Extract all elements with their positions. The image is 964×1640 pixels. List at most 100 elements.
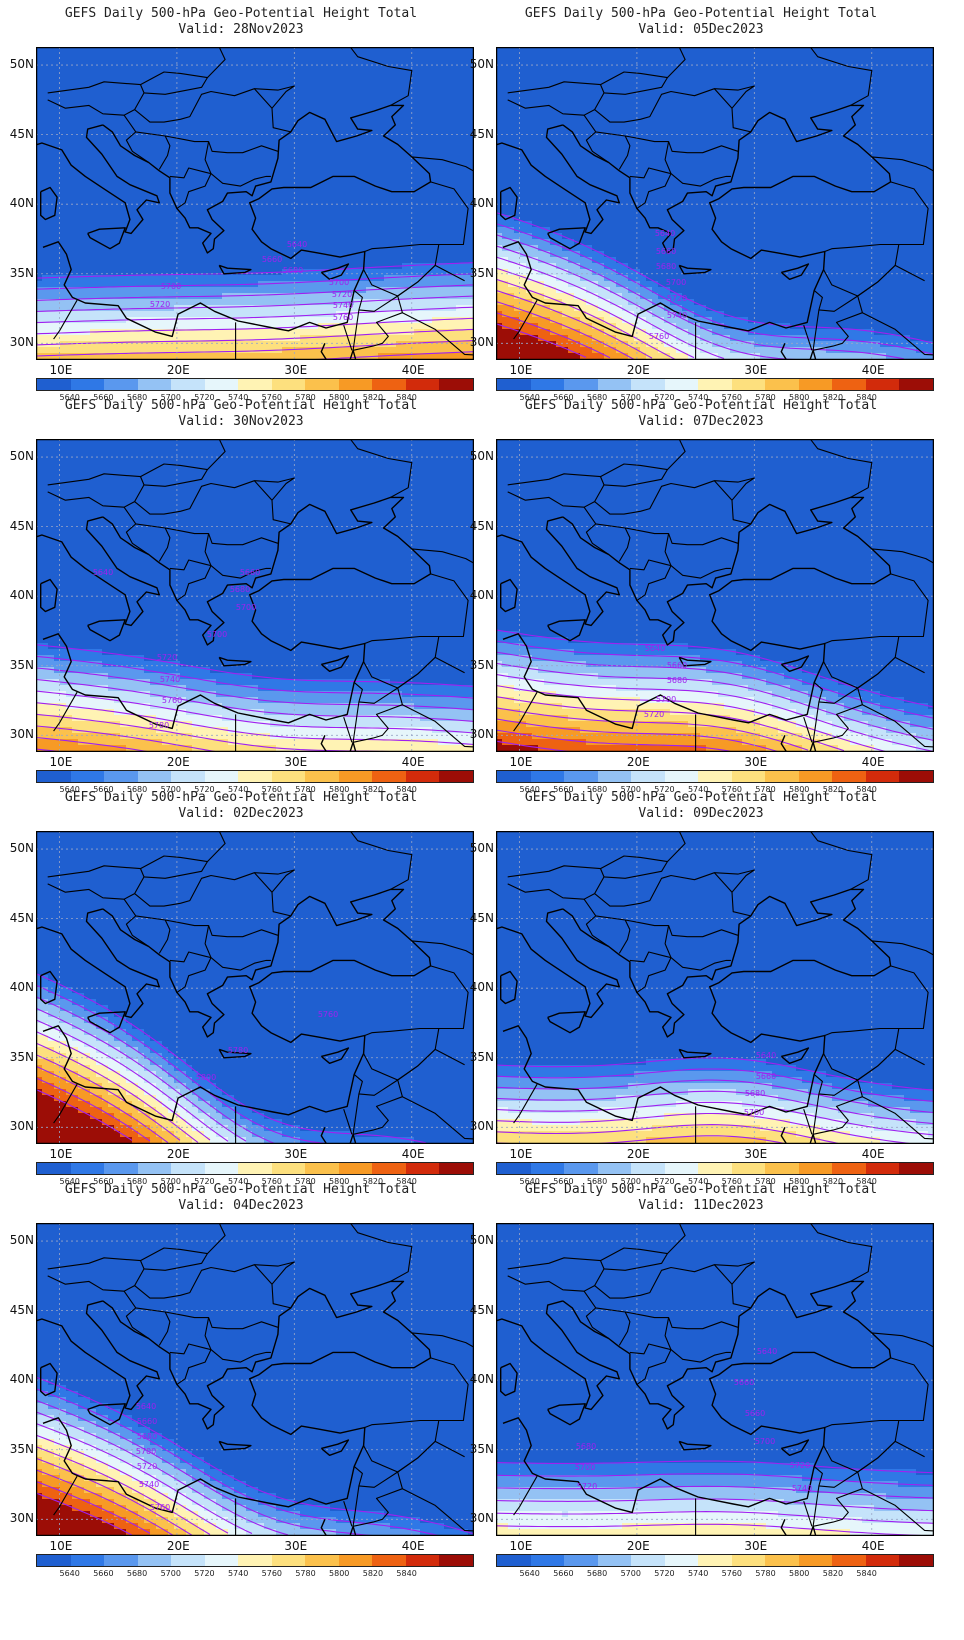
- colorbar-label: 5700: [156, 1177, 186, 1186]
- lon-label: 10E: [49, 755, 72, 769]
- lat-label: 50N: [462, 57, 494, 71]
- colorbar-label: 5820: [818, 393, 848, 402]
- border-line: [583, 506, 631, 562]
- colorbar-swatch: [631, 1555, 665, 1566]
- border-line: [134, 88, 291, 133]
- colorbar-swatch: [405, 1163, 440, 1174]
- coastline: [320, 1127, 357, 1144]
- contour-line: [36, 262, 474, 279]
- colorbar-label: 5820: [818, 785, 848, 794]
- lat-label: 30N: [462, 1119, 494, 1133]
- coastline: [320, 263, 350, 280]
- colorbar: [36, 1554, 474, 1567]
- colorbar-swatch: [204, 1555, 239, 1566]
- border-line: [125, 131, 150, 163]
- colorbar-label: 5640: [55, 393, 85, 402]
- coastline: [547, 619, 586, 642]
- colorbar-label: 5800: [784, 1177, 814, 1186]
- height-field: 5640 5660 5680 5700 5700 5720 5740 5760 5780: [36, 439, 474, 752]
- contour-label: 5700: [207, 630, 227, 639]
- coastline: [547, 1403, 586, 1426]
- border-line: [176, 141, 212, 209]
- colorbar-swatch: [171, 379, 205, 390]
- coastline: [500, 970, 518, 1005]
- colorbar-swatch: [832, 1555, 866, 1566]
- border-line: [176, 1317, 212, 1385]
- contour-line: [496, 234, 905, 360]
- contour-line: [36, 273, 474, 290]
- contour-label: 5680: [283, 266, 303, 275]
- contour-label: 5720: [150, 300, 170, 309]
- colorbar-label: 5740: [683, 785, 713, 794]
- contour-label: 5640: [287, 240, 307, 249]
- colorbar-label: 5700: [616, 393, 646, 402]
- map-area: 5640 5660 5680 5700: [496, 831, 934, 1144]
- contour-line: [36, 1019, 229, 1142]
- border-line: [169, 951, 271, 971]
- lon-label: 30E: [284, 755, 307, 769]
- colorbar-label: 5640: [515, 1569, 545, 1578]
- colorbar-label: 5700: [156, 1569, 186, 1578]
- coastline: [40, 970, 58, 1005]
- colorbar-label: 5640: [55, 785, 85, 794]
- colorbar-label: 5720: [189, 1177, 219, 1186]
- colorbar-swatch: [865, 771, 900, 782]
- colorbar-swatch: [405, 1555, 440, 1566]
- lon-label: 10E: [509, 363, 532, 377]
- colorbar-swatch: [899, 771, 933, 782]
- lat-label: 50N: [462, 449, 494, 463]
- border-line: [600, 439, 686, 478]
- border-line: [585, 915, 610, 947]
- border-line: [812, 1079, 863, 1135]
- contour-label: 5680: [230, 585, 250, 594]
- colorbar-label: 5820: [358, 1177, 388, 1186]
- colorbar-swatch: [338, 379, 373, 390]
- contour-line: [36, 339, 474, 357]
- coastline: [780, 1127, 817, 1144]
- contour-line: [496, 651, 934, 730]
- contour-label: 5720: [137, 1462, 157, 1471]
- colorbar-swatch: [305, 1555, 339, 1566]
- colorbar-swatch: [731, 771, 766, 782]
- colorbar-swatch: [137, 771, 172, 782]
- map-panel-05Dec2023: GEFS Daily 500-hPa Geo-Potential Height …: [460, 0, 942, 410]
- colorbar-label: 5820: [818, 1177, 848, 1186]
- colorbar-swatch: [832, 1163, 866, 1174]
- border-line: [507, 473, 605, 508]
- border-line: [603, 861, 668, 879]
- colorbar-label: 5660: [548, 1177, 578, 1186]
- colorbar-label: 5680: [122, 785, 152, 794]
- lat-label: 45N: [462, 519, 494, 533]
- border-line: [123, 114, 171, 170]
- contour-line: [36, 328, 474, 346]
- contour-line: [36, 725, 217, 752]
- coastline: [496, 908, 620, 1019]
- lon-label: 10E: [49, 1539, 72, 1553]
- contour-line: [496, 1090, 934, 1125]
- border-line: [352, 1079, 403, 1135]
- coastline: [87, 1011, 126, 1034]
- contour-label: 5640: [136, 1402, 156, 1411]
- colorbar-swatch: [137, 1163, 172, 1174]
- contour-label: 5760: [150, 1503, 170, 1512]
- coastline: [780, 343, 817, 360]
- contour-line: [496, 1511, 934, 1524]
- coastline: [87, 1403, 126, 1426]
- border-line: [125, 523, 150, 555]
- contour-label: 5680: [137, 1432, 157, 1441]
- colorbar-swatch: [497, 1163, 531, 1174]
- panel-title: GEFS Daily 500-hPa Geo-Potential Height …: [460, 6, 942, 22]
- border-line: [862, 1096, 934, 1140]
- border-line: [585, 523, 610, 555]
- colorbar-swatch: [37, 1555, 71, 1566]
- coastline: [40, 1362, 58, 1397]
- panel-title: GEFS Daily 500-hPa Geo-Potential Height …: [0, 790, 482, 806]
- border-line: [594, 1264, 751, 1309]
- border-line: [143, 1253, 208, 1271]
- border-line: [134, 872, 291, 917]
- border-line: [411, 548, 474, 564]
- contour-label: 5680: [656, 262, 676, 271]
- contour-line: [496, 289, 653, 359]
- colorbar-label: 5640: [515, 785, 545, 794]
- coastline: [780, 1439, 810, 1456]
